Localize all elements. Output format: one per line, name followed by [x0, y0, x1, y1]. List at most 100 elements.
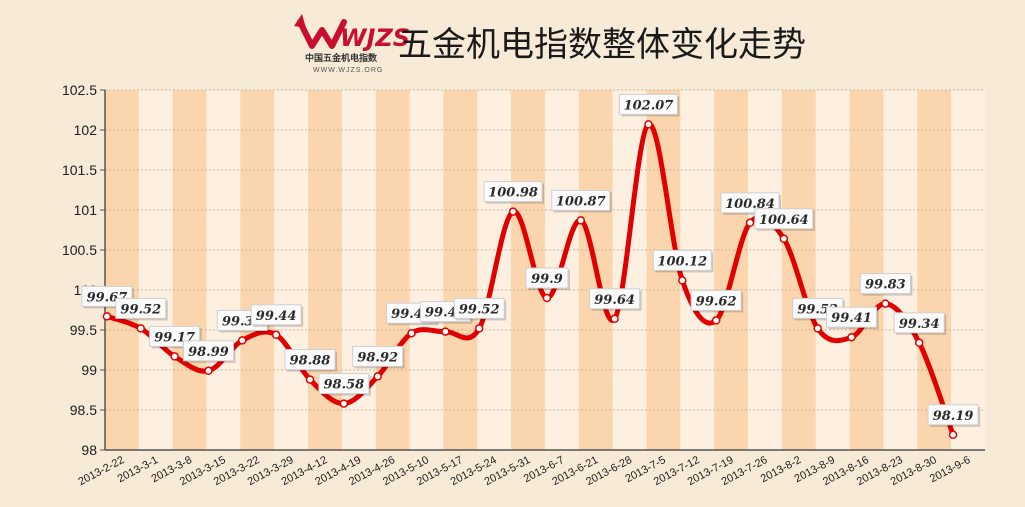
data-point [170, 352, 179, 361]
data-label-box [927, 404, 979, 426]
background-band [951, 90, 985, 450]
logo-mark-text: WJZS [340, 24, 410, 52]
data-label: 98.88 [284, 349, 337, 372]
data-label: 100.87 [551, 189, 612, 213]
data-label: 98.92 [352, 345, 405, 369]
data-label-text: 100.64 [759, 213, 809, 228]
data-point [914, 338, 924, 348]
data-point [813, 324, 822, 333]
data-label-text: 99.34 [899, 317, 940, 332]
data-labels: 99.6799.5299.1798.9999.3799.4498.8898.58… [81, 93, 981, 427]
background-band [849, 90, 884, 450]
background-band [105, 90, 139, 450]
data-label-text: 99.41 [831, 311, 872, 326]
data-label: 100.64 [754, 208, 815, 231]
data-label: 98.99 [182, 340, 236, 363]
data-point [948, 430, 958, 440]
data-label-text: 98.19 [933, 409, 974, 424]
data-label-text: 99.62 [696, 294, 737, 309]
data-label: 102.07 [618, 93, 680, 117]
data-label-text: 102.07 [624, 98, 674, 113]
data-point [779, 234, 789, 244]
data-label-text: 99.52 [120, 302, 161, 317]
data-label-text: 98.88 [290, 354, 331, 369]
data-label-text: 98.92 [357, 350, 398, 365]
data-point [407, 328, 416, 338]
data-label-box [352, 345, 404, 367]
data-label-box [525, 267, 569, 289]
data-label-box [826, 306, 878, 328]
data-label-text: 99.52 [459, 302, 500, 317]
background-band [240, 90, 275, 450]
data-label-box [720, 192, 780, 214]
data-label-box [551, 189, 611, 211]
data-point [339, 399, 349, 408]
background-band [815, 90, 850, 450]
y-tick-label: 102 [74, 122, 98, 138]
data-label: 99.52 [115, 297, 168, 321]
data-point [610, 314, 619, 324]
data-label-box [859, 273, 911, 295]
y-tick-label: 98 [81, 442, 97, 458]
data-point [542, 293, 552, 303]
data-point [102, 312, 112, 321]
background-band [138, 90, 173, 450]
data-label-text: 100.87 [556, 194, 606, 209]
data-point [441, 327, 450, 336]
data-label: 99.64 [589, 288, 642, 311]
background-band [274, 90, 309, 450]
y-tick-label: 98.5 [70, 402, 97, 418]
x-tick-labels: 2013-2-222013-3-12013-3-82013-3-152013-3… [76, 454, 972, 488]
data-label-box [754, 208, 814, 230]
data-point [576, 216, 586, 225]
background-band [172, 90, 207, 450]
background-band [375, 90, 410, 450]
data-point [847, 332, 856, 342]
data-label-box [284, 349, 336, 371]
logo-mark-icon [294, 14, 347, 49]
data-point [678, 276, 687, 285]
background-band [748, 90, 782, 450]
y-tick-label: 100.5 [62, 242, 97, 258]
data-label-box [453, 297, 505, 319]
x-tick-label: 2013-2-22 [76, 454, 126, 488]
data-point [474, 324, 484, 333]
data-label-box [893, 312, 945, 334]
data-point [305, 375, 315, 384]
y-tick-label: 99 [81, 362, 97, 378]
background-band [714, 90, 749, 450]
data-label: 99.44 [250, 304, 304, 327]
data-point [711, 316, 721, 325]
data-label: 100.12 [652, 249, 714, 273]
y-tick-label: 101.5 [62, 162, 97, 178]
data-point [644, 120, 653, 129]
data-label-box [115, 297, 167, 319]
data-label-text: 100.12 [657, 254, 707, 269]
data-point [204, 366, 213, 376]
data-point [508, 207, 518, 216]
data-label-text: 99.44 [256, 309, 297, 324]
data-label: 99.83 [859, 273, 913, 296]
logo-url: WWW.WJZS.ORG [313, 67, 383, 74]
data-point [373, 372, 382, 381]
data-point [881, 299, 890, 308]
background-band [409, 90, 444, 450]
wjzs-logo: WJZS 中国五金机电指数 WWW.WJZS.ORG [294, 14, 410, 74]
data-points [102, 120, 958, 440]
background-band [206, 90, 241, 450]
data-label: 98.19 [927, 404, 981, 427]
background-band [443, 90, 478, 450]
data-label-box [589, 288, 641, 310]
data-label-text: 99.83 [865, 278, 906, 293]
chart-title: 五金机电指数整体变化走势 [398, 25, 806, 65]
y-tick-label: 101 [74, 202, 98, 218]
background-band [917, 90, 952, 450]
data-label-box [182, 340, 234, 362]
data-label-box [652, 249, 712, 271]
background-band [883, 90, 918, 450]
axes [104, 90, 985, 451]
data-label-box [318, 373, 370, 395]
data-label: 98.58 [318, 373, 371, 396]
data-point [238, 336, 247, 345]
